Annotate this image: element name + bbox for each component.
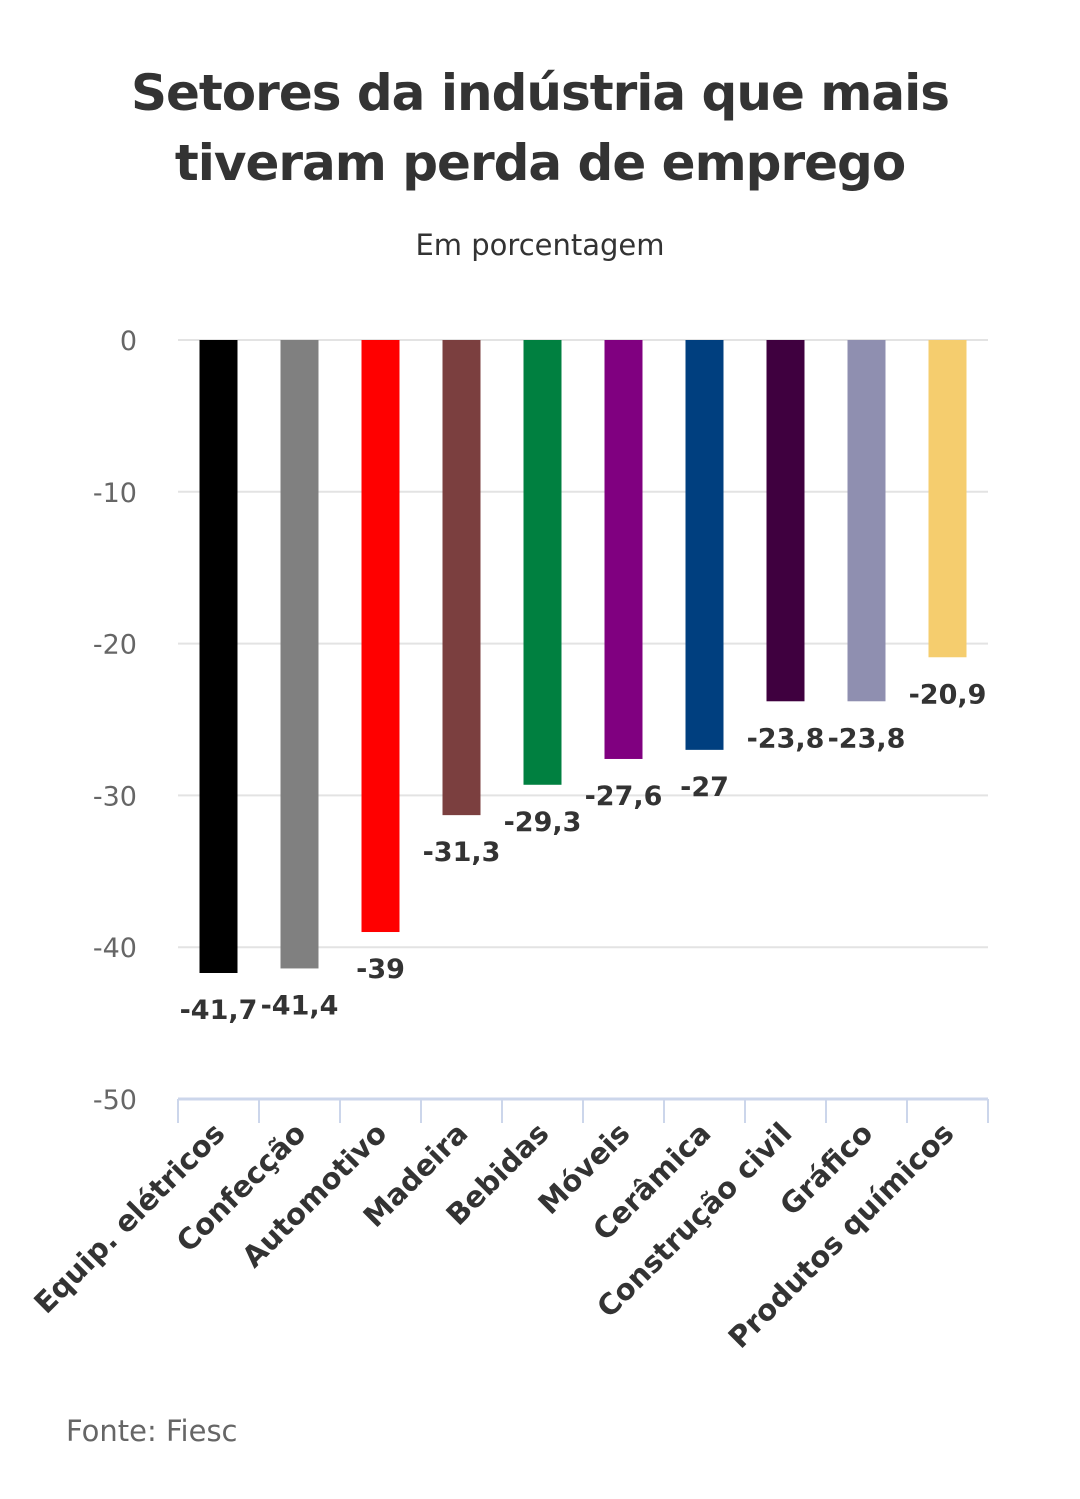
bar-10 xyxy=(928,340,967,658)
y-tick-label: -40 xyxy=(93,933,137,964)
data-label: -20,9 xyxy=(909,679,987,710)
bar-3 xyxy=(361,340,400,933)
data-label: -39 xyxy=(356,954,405,985)
y-tick-label: -50 xyxy=(93,1085,137,1116)
bar-9 xyxy=(847,340,886,702)
y-tick-label: -30 xyxy=(93,781,137,812)
y-tick-label: -10 xyxy=(93,478,137,509)
data-label: -27 xyxy=(680,772,729,803)
chart-title-line-1: Setores da indústria que mais xyxy=(130,64,950,122)
data-label: -23,8 xyxy=(747,723,825,754)
x-category-label: Automotivo xyxy=(235,1116,393,1274)
data-label: -27,6 xyxy=(585,781,663,812)
bar-8 xyxy=(766,340,805,702)
bar-5 xyxy=(523,340,562,785)
bar-6 xyxy=(604,340,643,759)
y-tick-label: -20 xyxy=(93,630,137,661)
chart-subtitle: Em porcentagem xyxy=(415,228,665,262)
bar-2 xyxy=(280,340,319,969)
bar-1 xyxy=(199,340,238,974)
chart-title: Setores da indústria que mais tiveram pe… xyxy=(0,58,1080,198)
data-label: -41,4 xyxy=(261,990,339,1021)
chart-title-line-2: tiveram perda de emprego xyxy=(174,134,906,192)
data-label: -31,3 xyxy=(423,837,501,868)
data-label: -41,7 xyxy=(180,995,258,1026)
source-note: Fonte: Fiesc xyxy=(66,1414,238,1448)
data-label: -23,8 xyxy=(828,723,906,754)
y-tick-label: 0 xyxy=(120,326,137,357)
bar-4 xyxy=(442,340,481,816)
bar-7 xyxy=(685,340,724,750)
data-label: -29,3 xyxy=(504,807,582,838)
